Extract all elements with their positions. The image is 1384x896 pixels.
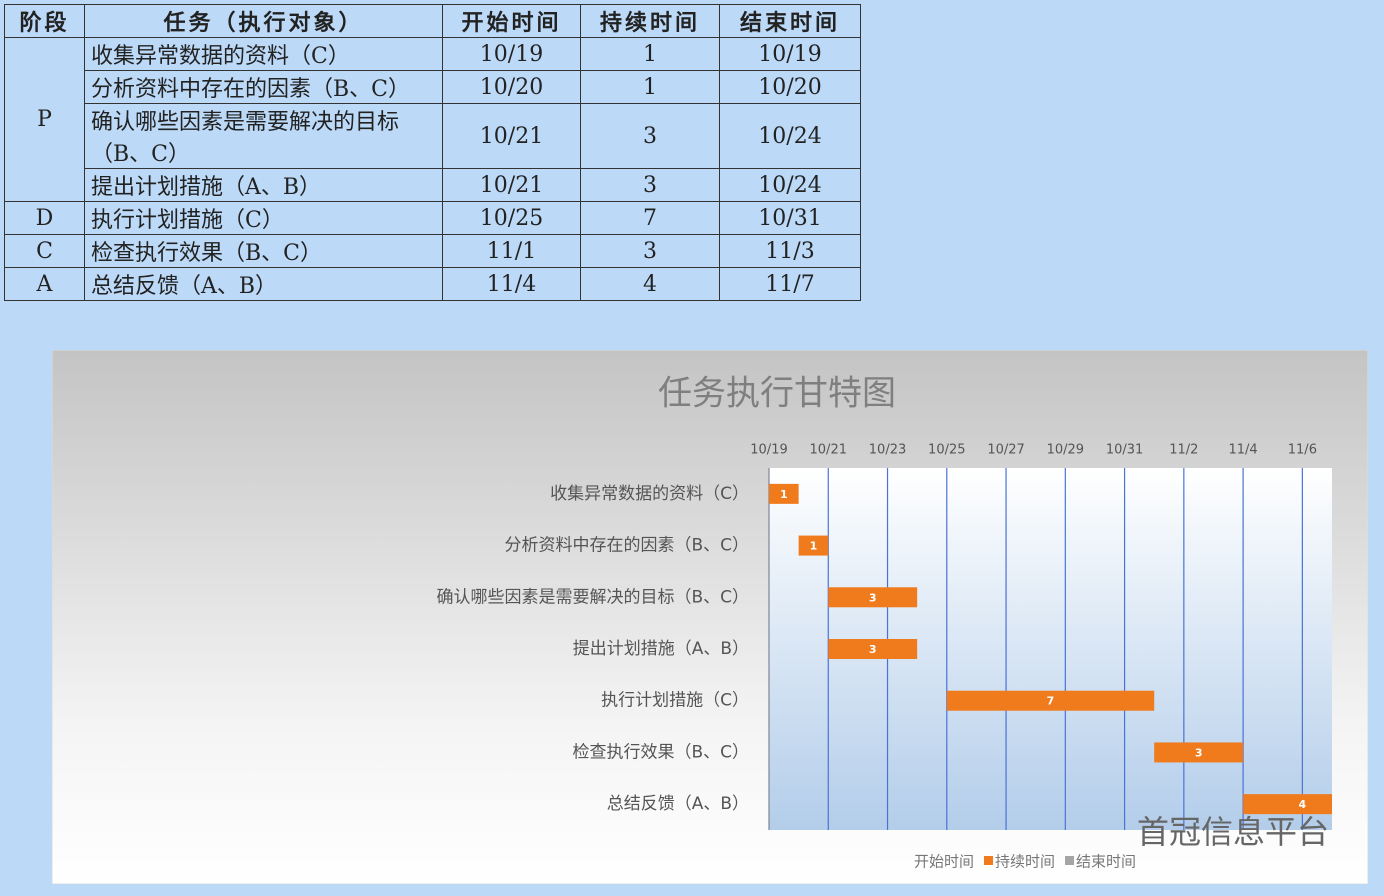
bar xyxy=(946,690,1155,711)
y-tick-label: 收集异常数据的资料（C） xyxy=(550,484,749,504)
value-cell: 7 xyxy=(580,201,720,235)
bar-label: 7 xyxy=(1047,695,1055,708)
bar xyxy=(798,535,829,556)
value-cell: 10/20 xyxy=(442,70,581,104)
phase-cell: A xyxy=(4,267,85,301)
task-cell: 收集异常数据的资料（C） xyxy=(84,37,443,71)
table-row: 提出计划措施（A、B） 10/21 3 10/24 xyxy=(5,168,861,202)
value-cell: 10/24 xyxy=(719,168,861,202)
bars: 1 1 3 3 7 3 4 xyxy=(769,483,1332,815)
header-cell: 结束时间 xyxy=(719,4,861,38)
bar-label: 4 xyxy=(1299,798,1307,811)
y-tick-label: 确认哪些因素是需要解决的目标（B、C） xyxy=(436,587,749,607)
value-cell: 10/31 xyxy=(719,201,861,235)
legend-label: 开始时间 xyxy=(914,853,974,871)
value-cell: 3 xyxy=(580,168,720,202)
task-cell: 确认哪些因素是需要解决的目标（B、C） xyxy=(84,103,443,169)
value-cell: 10/19 xyxy=(442,37,581,71)
x-tick-label: 11/2 xyxy=(1169,443,1198,458)
value-cell: 11/4 xyxy=(442,267,581,301)
value-cell: 10/21 xyxy=(442,103,581,169)
bar xyxy=(1243,794,1332,815)
header-row: 阶段 任务（执行对象） 开始时间 持续时间 结束时间 xyxy=(4,4,861,38)
value-cell: 10/21 xyxy=(442,168,581,202)
x-tick-label: 10/31 xyxy=(1106,443,1143,458)
x-tick-label: 11/6 xyxy=(1288,443,1317,458)
table-body: P 收集异常数据的资料（C） 10/19 1 10/19 分析资料中存在的因素（B、C） 1… xyxy=(4,37,861,301)
bar-label: 1 xyxy=(810,540,818,553)
value-cell: 11/1 xyxy=(442,234,581,268)
value-cell: 11/7 xyxy=(719,267,861,301)
task-cell: 分析资料中存在的因素（B、C） xyxy=(84,70,443,104)
bar xyxy=(769,483,799,504)
value-cell: 3 xyxy=(580,234,720,268)
x-tick-label: 10/21 xyxy=(810,443,847,458)
value-cell: 10/24 xyxy=(719,103,861,169)
chart-title: 任务执行甘特图 xyxy=(658,374,896,414)
table-row: 确认哪些因素是需要解决的目标（B、C） 10/21 3 10/24 xyxy=(5,103,861,169)
x-tick-label: 10/19 xyxy=(750,443,787,458)
x-tick-label: 10/23 xyxy=(869,443,906,458)
phase-cell: D xyxy=(4,201,85,235)
watermark: 首冠信息平台 xyxy=(1137,813,1329,851)
phase-cell: P xyxy=(4,37,85,202)
value-cell: 3 xyxy=(580,103,720,169)
task-cell: 检查执行效果（B、C） xyxy=(84,234,443,268)
legend-label: 持续时间 xyxy=(995,853,1055,871)
table-row: 分析资料中存在的因素（B、C） 10/20 1 10/20 xyxy=(5,70,861,104)
table-row: C 检查执行效果（B、C） 11/1 3 11/3 xyxy=(4,234,861,268)
bar xyxy=(828,587,918,608)
x-tick-label: 10/27 xyxy=(987,443,1024,458)
legend-swatch xyxy=(984,856,994,865)
y-tick-label: 执行计划措施（C） xyxy=(601,691,749,711)
y-tick-label: 提出计划措施（A、B） xyxy=(573,639,749,659)
table-row: D 执行计划措施（C） 10/25 7 10/31 xyxy=(4,201,861,235)
bar-label: 3 xyxy=(869,591,877,604)
task-cell: 提出计划措施（A、B） xyxy=(84,168,443,202)
x-tick-label: 10/29 xyxy=(1047,443,1084,458)
table-row: A 总结反馈（A、B） 11/4 4 11/7 xyxy=(4,267,861,301)
header-cell: 任务（执行对象） xyxy=(84,4,443,38)
y-tick-label: 检查执行效果（B、C） xyxy=(572,742,749,762)
value-cell: 10/25 xyxy=(442,201,581,235)
value-cell: 1 xyxy=(580,70,720,104)
value-cell: 11/3 xyxy=(719,234,861,268)
task-cell: 执行计划措施（C） xyxy=(84,201,443,235)
bar xyxy=(1154,742,1244,763)
legend-swatch xyxy=(1065,856,1075,865)
bar-label: 3 xyxy=(869,643,877,656)
header-cell: 持续时间 xyxy=(580,4,720,38)
value-cell: 10/20 xyxy=(719,70,861,104)
bar-label: 1 xyxy=(780,488,788,501)
schedule-table: 阶段 任务（执行对象） 开始时间 持续时间 结束时间 P 收集异常数据的资料（C） 10/1… xyxy=(4,4,861,301)
value-cell: 10/19 xyxy=(719,37,861,71)
table-row: P 收集异常数据的资料（C） 10/19 1 10/19 xyxy=(4,37,861,202)
bar xyxy=(828,639,918,659)
header-cell: 阶段 xyxy=(4,4,85,38)
header-cell: 开始时间 xyxy=(442,4,581,38)
value-cell: 4 xyxy=(580,267,720,301)
legend-label: 结束时间 xyxy=(1076,853,1136,871)
chart: 任务执行甘特图 10/19 10/21 10/23 10/25 10/27 10/29 10… xyxy=(52,350,1368,884)
bar-label: 3 xyxy=(1195,746,1203,759)
task-cell: 总结反馈（A、B） xyxy=(84,267,443,301)
x-tick-label: 10/25 xyxy=(928,443,965,458)
phase-cell: C xyxy=(4,234,85,268)
y-tick-label: 分析资料中存在的因素（B、C） xyxy=(504,536,749,556)
x-tick-label: 11/4 xyxy=(1229,443,1258,458)
value-cell: 1 xyxy=(580,37,720,71)
y-tick-label: 总结反馈（A、B） xyxy=(607,794,749,814)
